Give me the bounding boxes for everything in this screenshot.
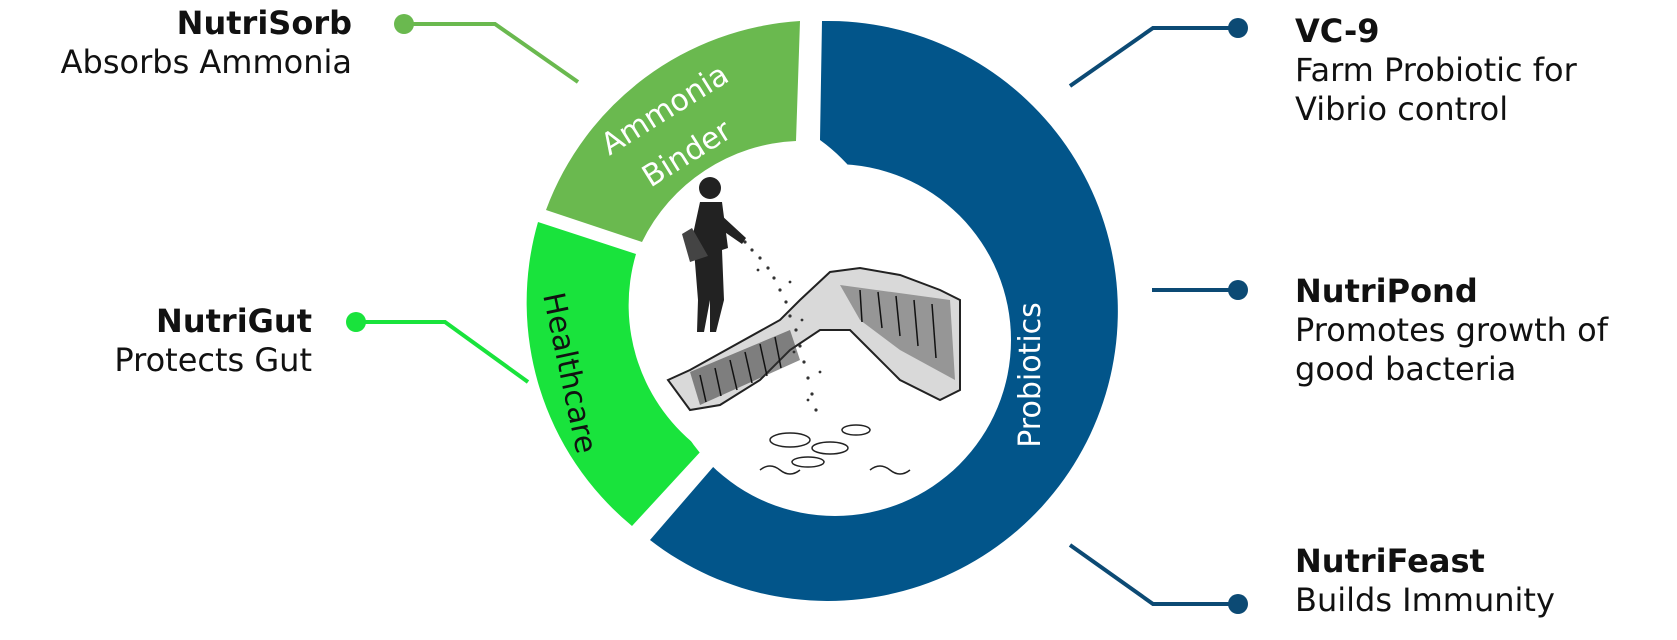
- nutrifeast-desc: Builds Immunity: [1295, 581, 1555, 620]
- vc9-name: VC-9: [1295, 12, 1380, 50]
- nutrifeast-name: NutriFeast: [1295, 542, 1485, 580]
- nutripond-name: NutriPond: [1295, 272, 1478, 310]
- nutrisorb-connector: [404, 22, 580, 84]
- nutrigut-dot: [346, 312, 366, 332]
- vc9-dot: [1228, 18, 1248, 38]
- nutripond-desc-line2: good bacteria: [1295, 350, 1517, 389]
- probiotics-segment: [650, 20, 1118, 601]
- vc9-desc-line1: Farm Probiotic for: [1295, 51, 1577, 90]
- vc9-label: VC-9 Farm Probiotic for Vibrio control: [1295, 12, 1577, 129]
- nutrifeast-label: NutriFeast Builds Immunity: [1295, 542, 1555, 620]
- ammonia-binder-segment: [546, 21, 800, 242]
- healthcare-segment: [526, 222, 702, 526]
- nutripond-dot: [1228, 280, 1248, 300]
- nutrigut-name: NutriGut: [156, 302, 312, 340]
- nutrifeast-connector: [1068, 543, 1238, 606]
- nutrigut-label: NutriGut Protects Gut: [114, 302, 312, 380]
- nutrigut-desc: Protects Gut: [114, 341, 312, 380]
- nutrisorb-label: NutriSorb Absorbs Ammonia: [61, 4, 352, 82]
- vc9-desc-line2: Vibrio control: [1295, 90, 1509, 129]
- probiotics-segment-label: Probiotics: [1013, 302, 1048, 448]
- nutrifeast-dot: [1228, 594, 1248, 614]
- nutrisorb-name: NutriSorb: [176, 4, 352, 42]
- nutrisorb-dot: [394, 14, 414, 34]
- farmer-pond-illustration-icon: [659, 164, 1011, 516]
- nutripond-label: NutriPond Promotes growth of good bacter…: [1295, 272, 1608, 389]
- nutrisorb-desc: Absorbs Ammonia: [60, 43, 352, 82]
- vc9-connector: [1068, 26, 1238, 88]
- nutripond-desc-line1: Promotes growth of: [1295, 311, 1608, 350]
- nutrigut-connector: [356, 320, 530, 384]
